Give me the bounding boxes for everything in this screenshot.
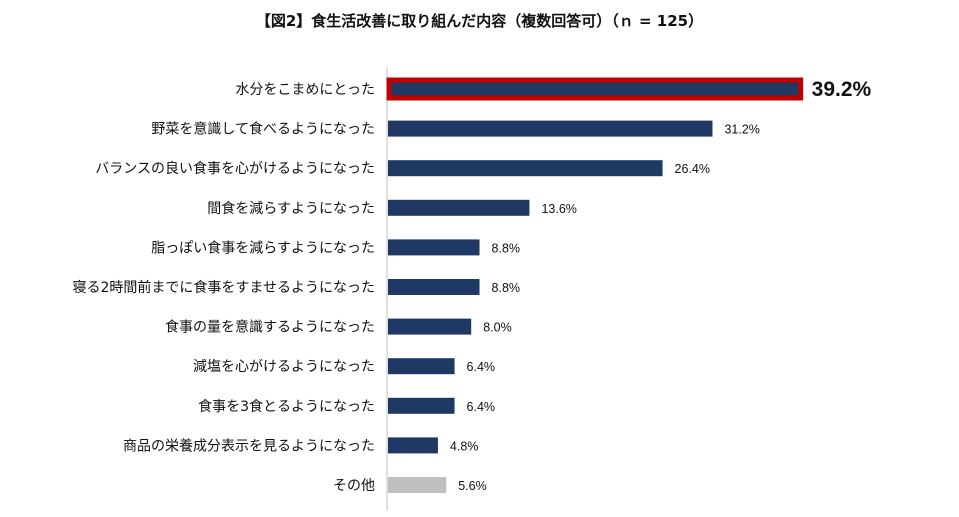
category-label: バランスの良い食事を心がけるようになった (95, 160, 375, 177)
bar (388, 397, 455, 414)
data-label: 13.6% (541, 202, 576, 216)
category-label: 商品の栄養成分表示を見るようになった (123, 437, 375, 454)
data-label-highlight: 39.2% (812, 78, 872, 101)
bar (388, 239, 480, 256)
category-label: 寝る2時間前までに食事をすませるようになった (73, 279, 376, 296)
bar (388, 358, 455, 375)
data-label: 4.8% (450, 439, 479, 453)
bar-other (388, 477, 447, 493)
bar (388, 437, 438, 454)
chart-title: 【図2】食生活改善に取り組んだ内容（複数回答可）（ｎ = 125） (255, 12, 704, 30)
category-label: 食事を3食とるようになった (198, 398, 375, 415)
data-label: 31.2% (724, 123, 759, 137)
bar (388, 160, 663, 177)
category-label: 野菜を意識して食べるようになった (151, 121, 375, 138)
bar (388, 279, 480, 295)
data-label: 8.8% (492, 241, 521, 255)
category-label: 水分をこまめにとった (235, 82, 375, 98)
category-label: 減塩を心がけるようになった (193, 358, 375, 375)
data-label: 8.0% (483, 321, 512, 335)
bar (388, 120, 713, 137)
bar (388, 199, 530, 216)
data-label: 8.8% (492, 281, 521, 295)
category-label: 脂っぽい食事を減らすようになった (151, 239, 375, 256)
data-label: 6.4% (467, 400, 496, 414)
bar (388, 318, 472, 335)
bar-highlight (386, 77, 804, 101)
data-label: 26.4% (675, 162, 710, 176)
category-label: その他 (333, 478, 375, 494)
category-label: 間食を減らすようになった (207, 200, 375, 217)
data-label: 5.6% (458, 479, 487, 493)
category-label: 食事の量を意識するようになった (165, 319, 375, 336)
data-label: 6.4% (467, 360, 496, 374)
